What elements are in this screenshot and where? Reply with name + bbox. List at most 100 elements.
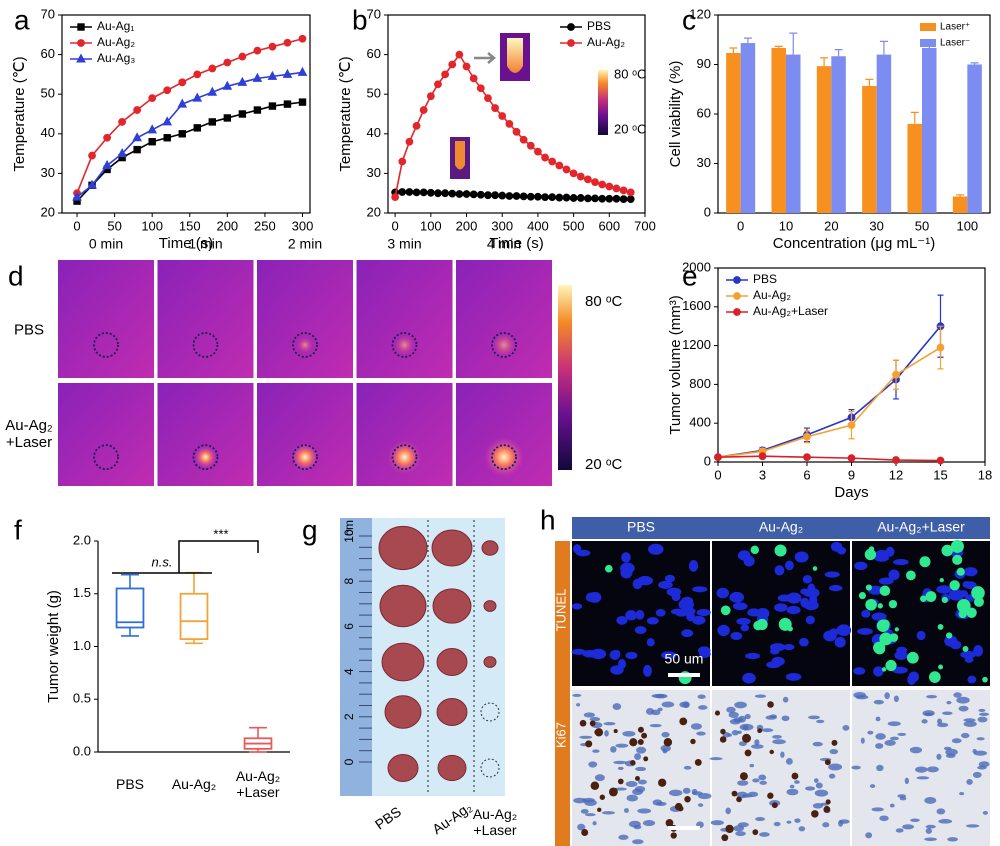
marker xyxy=(484,191,492,200)
marker xyxy=(87,179,97,189)
error-bar xyxy=(789,32,798,55)
positive-cell xyxy=(879,632,893,646)
x-tick-label: 300 xyxy=(491,218,513,233)
x-axis-title: Time (s) xyxy=(489,235,543,252)
nucleus xyxy=(813,778,819,783)
x-tick-label: PBS xyxy=(115,775,145,792)
nucleus xyxy=(834,636,846,648)
nucleus xyxy=(947,837,959,842)
y-tick-label: 90 xyxy=(697,56,711,71)
marker xyxy=(208,64,217,73)
nucleus xyxy=(749,763,755,768)
nucleus xyxy=(799,637,809,647)
marker xyxy=(605,194,614,203)
positive-cell xyxy=(956,567,965,576)
nucleus xyxy=(624,808,629,813)
nucleus xyxy=(781,715,790,722)
bar xyxy=(740,43,756,213)
nucleus xyxy=(660,744,671,752)
positive-cell xyxy=(589,720,596,727)
nucleus xyxy=(851,765,861,770)
positive-cell xyxy=(663,738,673,747)
marker xyxy=(505,120,514,128)
ruler-label: 6 xyxy=(342,623,356,630)
y-axis-title: Cell viability (%) xyxy=(667,61,684,168)
ruler-label: 0 xyxy=(342,758,356,765)
positive-cell xyxy=(599,794,606,800)
nucleus xyxy=(816,719,825,724)
nucleus xyxy=(678,598,694,611)
box-whisker xyxy=(249,726,267,739)
nucleus xyxy=(717,624,730,637)
legend-label: Au-Ag₁ xyxy=(97,19,134,33)
marker xyxy=(591,178,599,187)
nucleus xyxy=(622,730,636,737)
arrow xyxy=(474,52,496,64)
positive-cell xyxy=(919,556,931,568)
nucleus xyxy=(966,824,980,828)
positive-cell xyxy=(665,818,674,827)
nucleus xyxy=(865,832,873,839)
marker xyxy=(619,195,628,204)
nucleus xyxy=(572,544,582,554)
nucleus xyxy=(635,766,647,772)
nucleus xyxy=(637,575,654,586)
y-tick-label: 1.0 xyxy=(73,638,91,653)
thermal-image xyxy=(58,260,154,378)
tumor xyxy=(436,648,468,676)
marker xyxy=(714,453,722,462)
column-label: 2 min xyxy=(288,236,322,252)
nucleus xyxy=(637,779,647,785)
marker xyxy=(117,148,127,158)
marker xyxy=(512,127,521,136)
positive-cell xyxy=(769,749,774,755)
x-tick-label: Au-Ag₂ xyxy=(171,775,217,792)
nucleus xyxy=(697,646,711,655)
y-tick-label: 1200 xyxy=(682,337,711,352)
nucleus xyxy=(867,730,874,735)
box-whisker xyxy=(121,573,139,589)
nucleus xyxy=(916,776,930,780)
error-bar xyxy=(879,40,888,55)
nucleus xyxy=(737,780,749,786)
nucleus xyxy=(579,735,593,739)
error-bar xyxy=(956,194,965,197)
nucleus xyxy=(893,695,899,703)
nucleus xyxy=(716,587,730,599)
nucleus xyxy=(658,580,673,589)
nucleus xyxy=(876,764,884,772)
nucleus xyxy=(759,780,767,785)
column-label: 1 min xyxy=(188,236,222,252)
nucleus xyxy=(604,730,609,737)
bar xyxy=(726,52,741,214)
ruler-label: 2 xyxy=(342,713,356,720)
ruler-label: 4 xyxy=(342,668,356,675)
tumor xyxy=(381,642,425,682)
nucleus xyxy=(758,774,767,781)
positive-cell xyxy=(579,719,587,727)
positive-cell xyxy=(674,802,683,811)
series-line xyxy=(717,325,942,458)
nucleus xyxy=(884,739,896,746)
legend-label: Au-Ag₂ xyxy=(753,288,791,302)
x-tick-label: 18 xyxy=(978,467,992,482)
error-bar xyxy=(865,78,874,86)
positive-cell xyxy=(825,799,831,805)
nucleus xyxy=(921,719,928,724)
x-tick-label: 600 xyxy=(598,218,620,233)
x-tick-label: 500 xyxy=(563,218,585,233)
nucleus xyxy=(771,656,785,666)
marker xyxy=(132,132,142,142)
series-line xyxy=(717,455,941,462)
y-tick-label: 40 xyxy=(367,125,381,140)
nucleus xyxy=(884,692,890,700)
positive-cell xyxy=(906,651,919,664)
nucleus xyxy=(822,822,830,828)
marker xyxy=(455,190,464,198)
nucleus xyxy=(636,746,647,754)
legend-label: Laser⁻ xyxy=(940,38,970,49)
marker xyxy=(505,192,514,200)
nucleus xyxy=(729,591,745,603)
thermal-image xyxy=(456,260,552,378)
y-tick-label: 0 xyxy=(704,453,711,468)
